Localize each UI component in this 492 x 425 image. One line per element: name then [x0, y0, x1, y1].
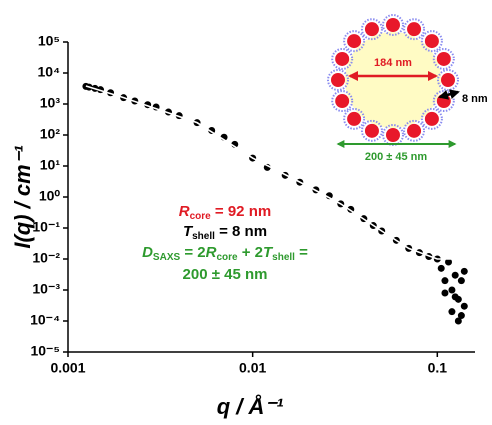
y-tick-label: 10⁻³	[32, 281, 60, 297]
data-point	[445, 258, 453, 266]
core	[345, 32, 441, 128]
shell-particle	[441, 73, 455, 87]
data-point	[441, 289, 449, 297]
shell-halo	[331, 47, 354, 70]
shell-halo	[432, 90, 455, 113]
shell-particle	[335, 94, 350, 109]
shell-arrow	[438, 89, 460, 100]
shell-halo	[382, 14, 404, 36]
shell-halo	[432, 47, 455, 70]
annotation: Rcore = 92 nm	[179, 203, 271, 222]
shell-particle	[364, 123, 379, 138]
annotation-part: + 2	[238, 244, 263, 261]
shell-halo	[403, 18, 426, 41]
annotation-part: = 8 nm	[215, 223, 267, 240]
annotation-part: =	[295, 244, 308, 261]
annotation-part: core	[216, 252, 238, 263]
y-tick-label: 10⁻⁴	[30, 312, 60, 328]
shell-particle	[364, 22, 379, 37]
annotation-part: = 2	[180, 244, 205, 261]
shell-halo	[420, 30, 443, 53]
x-axis-label: q / Å⁻¹	[217, 394, 284, 419]
data-point	[457, 277, 465, 285]
data-point	[460, 267, 468, 275]
inset-diagram: 184 nm 8 nm 200 ± 45 nm	[327, 14, 488, 163]
shell-particle	[347, 34, 362, 49]
annotation-part: core	[190, 211, 212, 222]
annotation-part: T	[263, 244, 274, 261]
core-label: 184 nm	[374, 57, 412, 69]
y-tick-label: 10³	[40, 95, 61, 111]
annotation-part: R	[206, 244, 217, 261]
annotation-part: = 92 nm	[211, 203, 271, 220]
annotation-part: D	[142, 244, 153, 261]
annotation-part: T	[183, 223, 194, 240]
x-tick-label: 0.1	[428, 360, 448, 376]
x-tick-label: 0.001	[50, 360, 85, 376]
y-tick-label: 10⁻¹	[32, 219, 60, 235]
y-tick-label: 10⁴	[38, 64, 61, 80]
diameter-label: 200 ± 45 nm	[365, 151, 428, 163]
y-tick-label: 10⁻⁵	[30, 343, 60, 359]
shell-halo	[360, 18, 383, 41]
annotation-part: 200 ± 45 nm	[183, 266, 268, 283]
annotation: 200 ± 45 nm	[183, 266, 268, 283]
shell-particle	[386, 18, 400, 32]
annotation-part: shell	[272, 252, 295, 263]
shell-particle	[407, 123, 422, 138]
annotation-part: SAXS	[153, 252, 181, 263]
data-point	[451, 271, 459, 279]
y-tick-label: 10²	[40, 126, 61, 142]
shell-particle	[424, 34, 439, 49]
data-point	[451, 293, 459, 301]
y-axis-label: I(q) / cm⁻¹	[10, 145, 35, 249]
data-point	[454, 317, 462, 325]
data-point	[441, 277, 449, 285]
y-tick-label: 10¹	[40, 157, 61, 173]
shell-halo	[331, 90, 354, 113]
shell-particle	[347, 111, 362, 126]
shell-halo	[343, 107, 366, 130]
annotation: DSAXS = 2Rcore + 2Tshell =	[142, 244, 308, 263]
data-point	[437, 264, 445, 272]
y-tick-label: 10⁰	[39, 188, 61, 204]
shell-particle	[386, 128, 400, 142]
data-point	[448, 308, 456, 316]
x-tick-label: 0.01	[239, 360, 266, 376]
shell-halo	[420, 107, 443, 130]
shell-particle	[331, 73, 345, 87]
y-tick-label: 10⁵	[38, 33, 60, 49]
annotation-part: shell	[192, 231, 215, 242]
shell-particle	[436, 51, 451, 66]
shell-particle	[335, 51, 350, 66]
annotation: Tshell = 8 nm	[183, 223, 267, 242]
shell-halo	[343, 30, 366, 53]
y-tick-label: 10⁻²	[32, 250, 60, 266]
shell-label: 8 nm	[462, 93, 488, 105]
data-point	[457, 312, 465, 320]
shell-particle	[407, 22, 422, 37]
data-point	[460, 302, 468, 310]
annotation-part: R	[179, 203, 190, 220]
data-point	[448, 286, 456, 294]
fit-line	[85, 85, 465, 260]
shell-particle	[424, 111, 439, 126]
